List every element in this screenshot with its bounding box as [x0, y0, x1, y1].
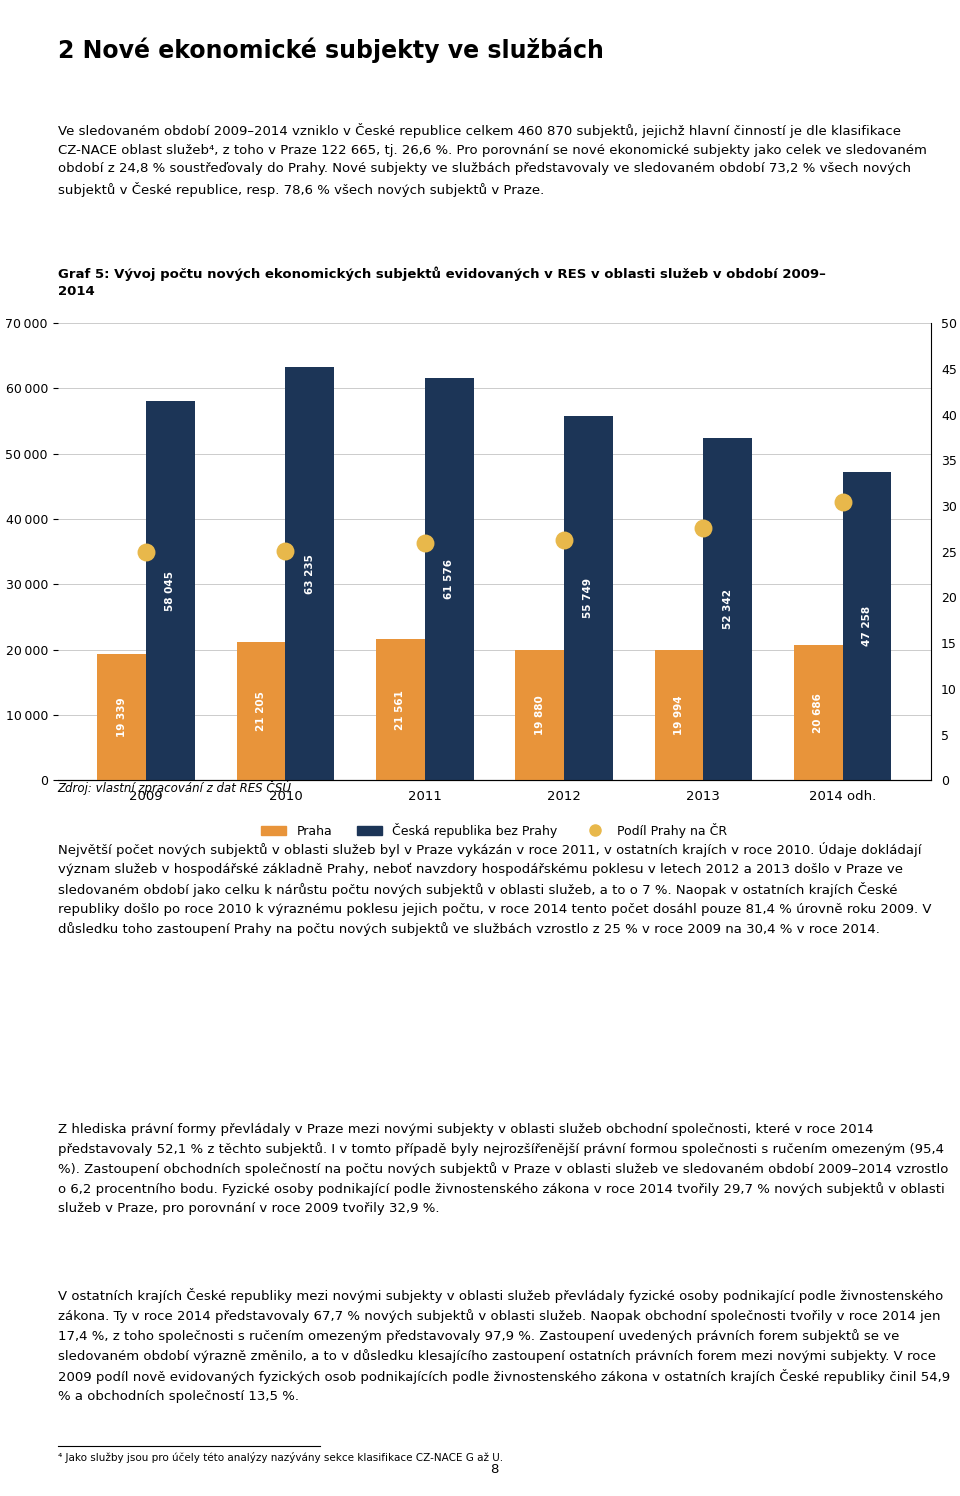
Bar	[376, 639, 424, 781]
Text: V ostatních krajích České republiky mezi novými subjekty v oblasti služeb převlá: V ostatních krajích České republiky mezi…	[58, 1288, 949, 1403]
Bar	[285, 368, 334, 781]
Bar	[236, 642, 285, 781]
Point	[835, 491, 851, 515]
Bar	[843, 471, 892, 781]
Text: 58 045: 58 045	[165, 571, 176, 610]
Text: Ve sledovaném období 2009–2014 vzniklo v České republice celkem 460 870 subjektů: Ve sledovaném období 2009–2014 vzniklo v…	[58, 123, 926, 196]
Text: 47 258: 47 258	[862, 606, 872, 646]
Text: 63 235: 63 235	[304, 554, 315, 594]
Bar	[424, 378, 473, 781]
Text: Zdroj: vlastní zpracování z dat RES ČSÚ: Zdroj: vlastní zpracování z dat RES ČSÚ	[58, 781, 292, 796]
Bar	[794, 645, 843, 781]
Point	[277, 539, 293, 562]
Point	[696, 516, 711, 540]
Point	[417, 531, 432, 555]
Point	[557, 528, 572, 552]
Legend: Praha, Česká republika bez Prahy, Podíl Prahy na ČR: Praha, Česká republika bez Prahy, Podíl …	[256, 818, 732, 842]
Text: 21 205: 21 205	[256, 691, 266, 732]
Text: ⁴ Jako služby jsou pro účely této analýzy nazývány sekce klasifikace CZ-NACE G a: ⁴ Jako služby jsou pro účely této analýz…	[58, 1453, 503, 1463]
Text: 61 576: 61 576	[444, 560, 454, 600]
Text: 55 749: 55 749	[584, 579, 593, 618]
Text: 2 Nové ekonomické subjekty ve službách: 2 Nové ekonomické subjekty ve službách	[58, 37, 604, 63]
Text: Největší počet nových subjektů v oblasti služeb byl v Praze vykázán v roce 2011,: Největší počet nových subjektů v oblasti…	[58, 842, 931, 936]
Text: 20 686: 20 686	[813, 693, 824, 733]
Text: 19 339: 19 339	[117, 697, 127, 738]
Bar	[97, 654, 146, 781]
Text: Z hlediska právní formy převládaly v Praze mezi novými subjekty v oblasti služeb: Z hlediska právní formy převládaly v Pra…	[58, 1123, 948, 1215]
Bar	[564, 416, 612, 781]
Text: Graf 5: Vývoj počtu nových ekonomických subjektů evidovaných v RES v oblasti slu: Graf 5: Vývoj počtu nových ekonomických …	[58, 266, 826, 298]
Point	[138, 540, 154, 564]
Text: 52 342: 52 342	[723, 589, 732, 630]
Bar	[146, 401, 195, 781]
Text: 19 880: 19 880	[535, 696, 544, 735]
Text: 21 561: 21 561	[396, 690, 405, 730]
Bar	[655, 649, 704, 781]
Text: 8: 8	[491, 1463, 498, 1477]
Bar	[704, 438, 753, 781]
Text: 19 994: 19 994	[674, 696, 684, 735]
Bar	[516, 651, 564, 781]
